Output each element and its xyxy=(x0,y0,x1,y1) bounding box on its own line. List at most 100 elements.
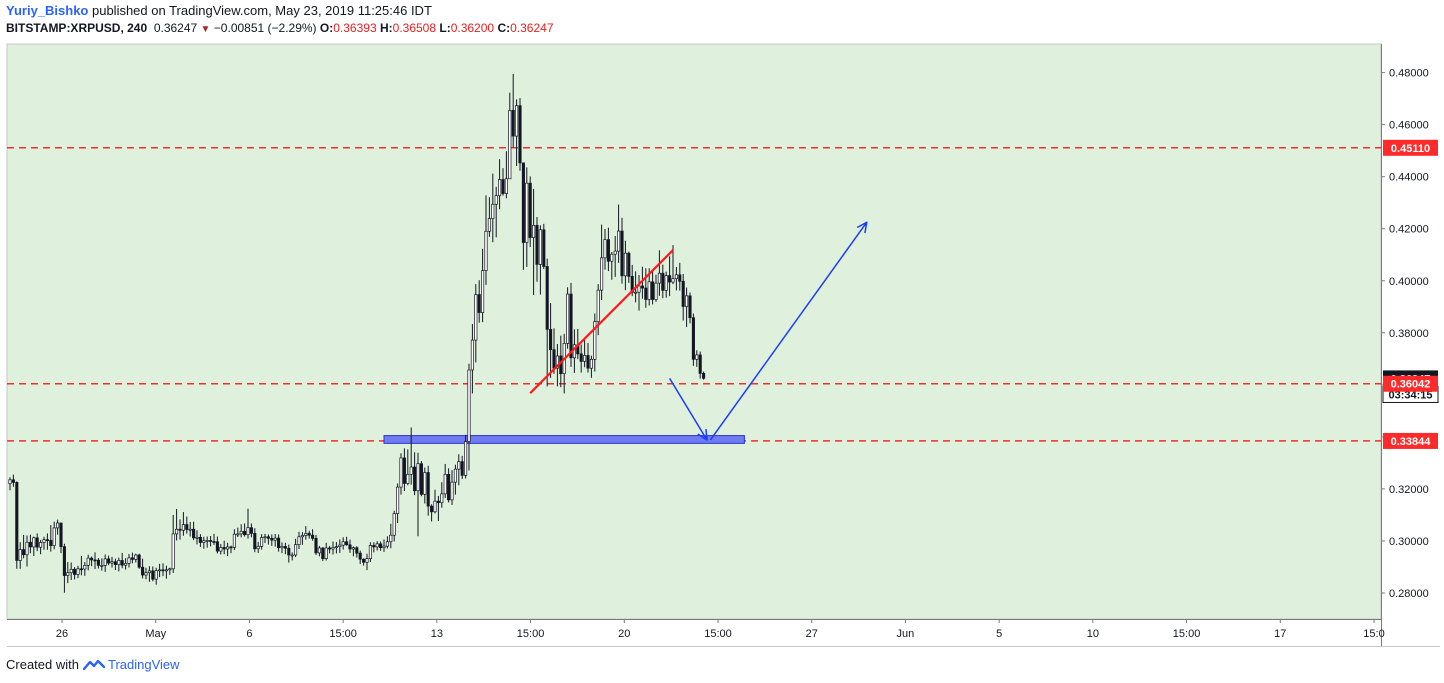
candle xyxy=(691,313,695,366)
candle xyxy=(464,434,468,479)
candle xyxy=(671,245,675,285)
price-label: 0.36042 xyxy=(1383,375,1438,392)
price-label-text: 0.36042 xyxy=(1391,379,1431,391)
candle xyxy=(382,539,386,552)
candle xyxy=(596,284,600,336)
candle xyxy=(593,313,597,372)
candle xyxy=(589,355,593,378)
time-axis-background xyxy=(7,619,1381,646)
candle xyxy=(294,538,298,558)
candle xyxy=(494,186,498,238)
candle xyxy=(103,554,107,572)
candle xyxy=(419,461,423,497)
candle xyxy=(304,526,308,540)
symbol-info: BITSTAMP:XRPUSD, 240 0.36247 ▼ −0.00851 … xyxy=(6,21,554,35)
close-value: 0.36247 xyxy=(510,21,554,35)
tradingview-link[interactable]: TradingView xyxy=(107,657,180,672)
candle xyxy=(188,521,192,537)
candle xyxy=(365,553,369,571)
candle xyxy=(515,99,519,167)
candle xyxy=(538,225,542,295)
candle xyxy=(474,284,478,363)
candle xyxy=(96,558,100,569)
candle xyxy=(532,188,536,296)
time-tick-label: 6 xyxy=(246,628,252,640)
candle xyxy=(215,536,219,554)
time-tick-label: 15:00 xyxy=(517,628,545,640)
candle xyxy=(668,256,672,297)
candle xyxy=(175,508,179,541)
time-tick-label: 15:00 xyxy=(704,628,732,640)
candle xyxy=(164,565,168,579)
projection-arrow-0[interactable] xyxy=(668,377,708,441)
candle xyxy=(290,552,294,561)
candle xyxy=(698,351,702,379)
candle xyxy=(470,323,474,394)
price-tick-label: 0.30000 xyxy=(1389,536,1429,548)
candle xyxy=(134,553,138,563)
candle xyxy=(185,516,189,534)
candle xyxy=(447,468,451,503)
candle xyxy=(341,537,345,550)
candle xyxy=(440,482,444,508)
candle xyxy=(375,541,379,551)
candle xyxy=(620,217,624,284)
symbol-label: BITSTAMP:XRPUSD, 240 xyxy=(6,21,148,35)
candle xyxy=(236,527,240,538)
candle xyxy=(511,73,515,148)
high-label: H: xyxy=(379,21,393,35)
candle xyxy=(542,223,546,270)
support-zone[interactable] xyxy=(383,435,745,444)
candle xyxy=(586,342,590,373)
candle xyxy=(171,514,175,573)
candle xyxy=(178,519,182,540)
time-tick-label: 5 xyxy=(996,628,1002,640)
candle xyxy=(317,545,321,557)
created-with-text: Created with xyxy=(6,657,79,672)
down-triangle-icon: ▼ xyxy=(200,24,211,35)
candle xyxy=(460,455,464,480)
candle xyxy=(120,552,124,569)
trend-line[interactable] xyxy=(529,249,674,394)
candle xyxy=(603,228,607,270)
tradingview-logo-icon[interactable] xyxy=(82,659,105,671)
time-tick-label: 15:00 xyxy=(329,628,357,640)
author-link[interactable]: Yuriy_Bishko xyxy=(6,3,89,18)
candle xyxy=(161,563,165,577)
candle xyxy=(430,504,434,522)
candle xyxy=(297,531,301,550)
candle xyxy=(358,550,362,565)
candle xyxy=(423,467,427,504)
price-label-text: 0.33844 xyxy=(1391,436,1432,448)
candle xyxy=(117,557,121,572)
candle xyxy=(368,542,372,563)
candle xyxy=(154,567,158,585)
candle xyxy=(685,287,689,328)
candle xyxy=(436,495,440,521)
candle xyxy=(83,562,87,576)
candle xyxy=(45,533,49,550)
candle xyxy=(93,552,97,570)
time-tick-label: 10 xyxy=(1087,628,1099,640)
candle xyxy=(355,546,359,558)
candle xyxy=(76,565,80,579)
candle xyxy=(518,98,522,171)
candle xyxy=(617,204,621,263)
candle xyxy=(32,536,36,557)
candle xyxy=(144,567,148,580)
candle xyxy=(39,539,43,555)
candle xyxy=(528,176,532,247)
candle xyxy=(198,534,202,547)
candle xyxy=(141,558,145,579)
candle xyxy=(644,268,648,308)
candle xyxy=(406,449,410,486)
candle xyxy=(409,427,413,485)
time-axis[interactable]: 26 May 6 15:00 13 15:00 20 15:00 27 Jun 5 10 15:00 17… xyxy=(56,619,1385,640)
projection-arrow-1[interactable] xyxy=(709,221,868,441)
price-change: −0.00851 (−2.29%) xyxy=(213,21,317,35)
candle xyxy=(535,217,539,282)
candle xyxy=(467,363,471,471)
candle xyxy=(654,274,658,302)
candle xyxy=(311,529,315,541)
